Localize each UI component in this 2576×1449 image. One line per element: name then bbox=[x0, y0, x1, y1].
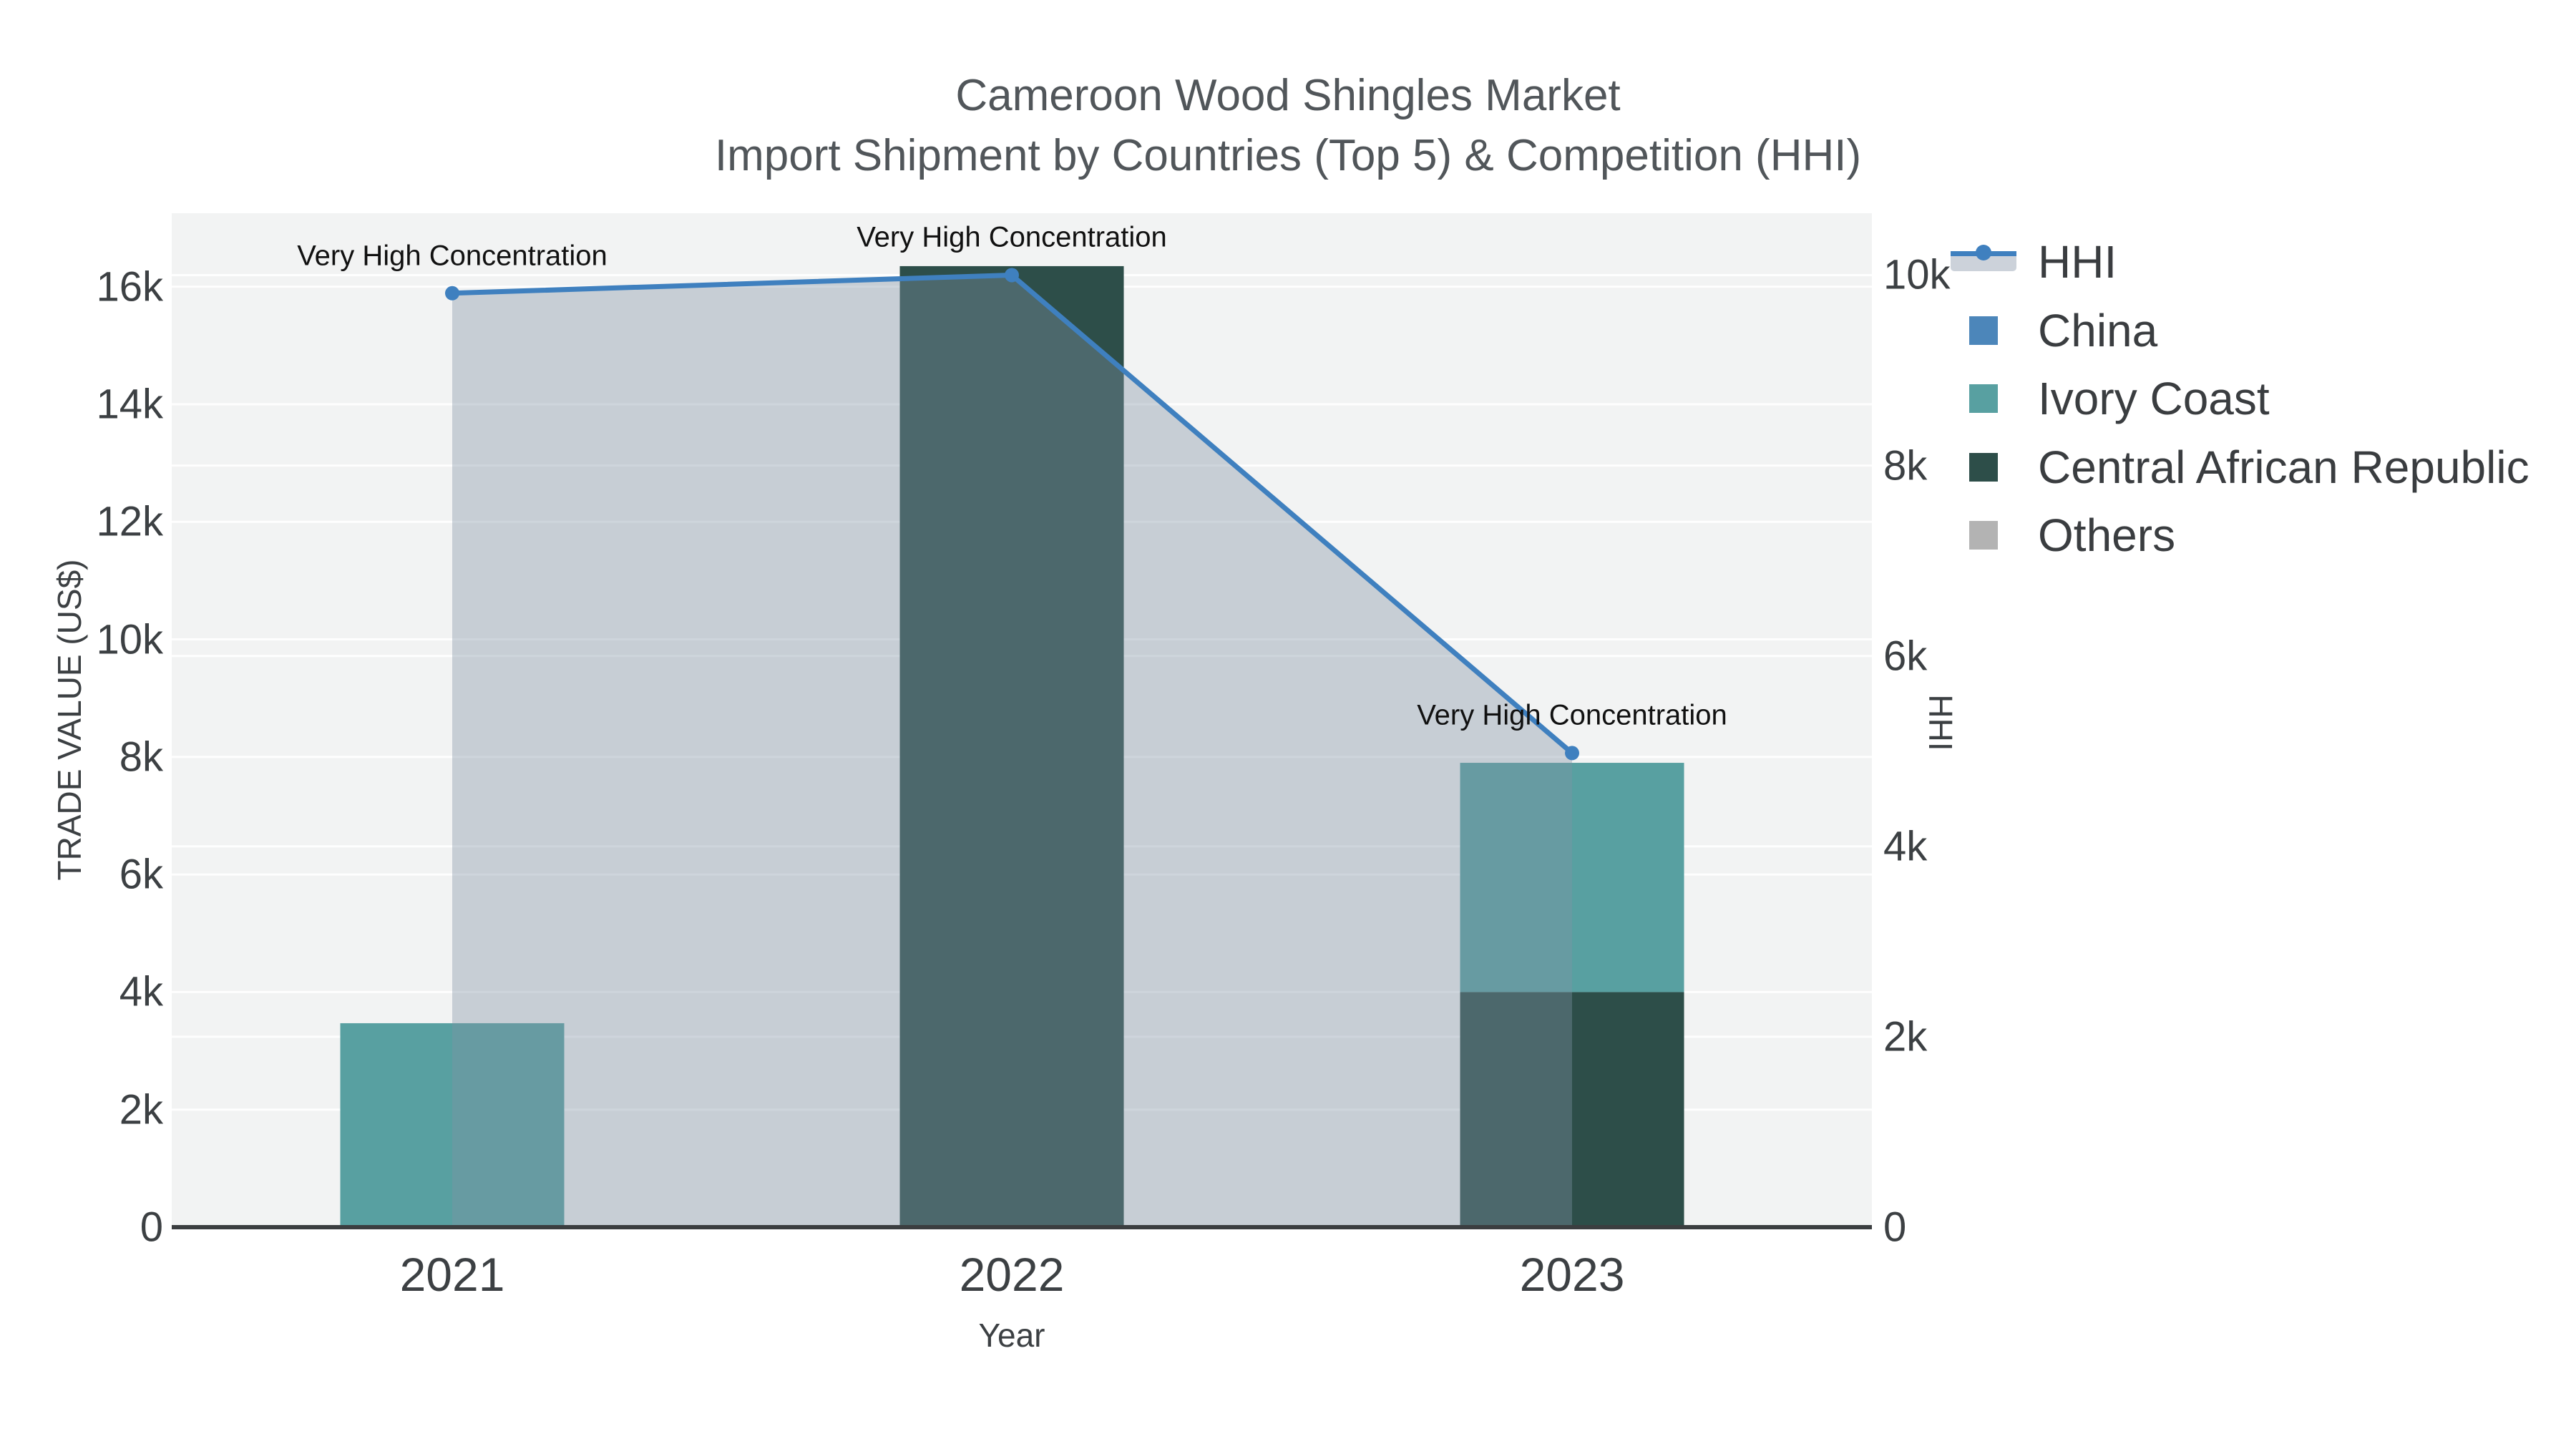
left-tick-14k: 14k bbox=[96, 381, 163, 428]
left-axis-title: TRADE VALUE (US$) bbox=[51, 559, 88, 881]
right-tick-4k: 4k bbox=[1883, 823, 1928, 870]
left-tick-6k: 6k bbox=[119, 851, 163, 898]
left-tick-8k: 8k bbox=[119, 733, 163, 781]
hhi-line-swatch-icon bbox=[1941, 245, 2026, 271]
legend-label: HHI bbox=[2038, 236, 2117, 288]
chart-title-line2: Import Shipment by Countries (Top 5) & C… bbox=[714, 131, 1862, 180]
x-tick-2022: 2022 bbox=[959, 1248, 1065, 1301]
bar-swatch-icon bbox=[1941, 453, 2026, 482]
x-axis-line bbox=[172, 1225, 1872, 1229]
right-tick-2k: 2k bbox=[1883, 1013, 1928, 1060]
right-tick-0: 0 bbox=[1883, 1204, 1907, 1251]
left-tick-4k: 4k bbox=[119, 968, 163, 1015]
left-tick-12k: 12k bbox=[96, 498, 163, 545]
right-tick-10k: 10k bbox=[1883, 251, 1951, 298]
legend-label: Ivory Coast bbox=[2038, 373, 2270, 424]
hhi-marker-2021 bbox=[445, 286, 459, 301]
annotation-2023: Very High Concentration bbox=[1417, 699, 1727, 731]
right-axis-title: HHI bbox=[1922, 694, 1959, 751]
bar-central-african-republic-2023 bbox=[1460, 992, 1684, 1227]
right-tick-8k: 8k bbox=[1883, 442, 1928, 489]
chart-title-line1: Cameroon Wood Shingles Market bbox=[955, 71, 1621, 120]
left-tick-16k: 16k bbox=[96, 263, 163, 311]
left-tick-2k: 2k bbox=[119, 1086, 163, 1133]
legend-item-central-african-republic[interactable]: Central African Republic bbox=[1941, 441, 2556, 493]
legend-item-hhi[interactable]: HHI bbox=[1941, 236, 2556, 288]
legend-color-swatch bbox=[1969, 453, 1998, 482]
legend-color-swatch bbox=[1969, 316, 1998, 345]
right-tick-6k: 6k bbox=[1883, 633, 1928, 680]
bar-ivory-coast-2023 bbox=[1460, 763, 1684, 992]
left-tick-10k: 10k bbox=[96, 616, 163, 663]
bar-swatch-icon bbox=[1941, 521, 2026, 550]
legend-color-swatch bbox=[1969, 521, 1998, 550]
legend-color-swatch bbox=[1969, 384, 1998, 413]
legend-item-china[interactable]: China bbox=[1941, 305, 2556, 356]
left-tick-0: 0 bbox=[140, 1204, 163, 1251]
legend-label: China bbox=[2038, 305, 2158, 356]
hhi-marker-2023 bbox=[1565, 746, 1579, 761]
annotation-2021: Very High Concentration bbox=[297, 240, 608, 272]
x-tick-2021: 2021 bbox=[399, 1248, 505, 1301]
annotation-2022: Very High Concentration bbox=[857, 221, 1167, 253]
legend-label: Others bbox=[2038, 509, 2176, 561]
bar-ivory-coast-2021 bbox=[340, 1023, 565, 1227]
hhi-area-fill bbox=[452, 275, 1572, 1227]
x-tick-2023: 2023 bbox=[1519, 1248, 1625, 1301]
x-axis-title: Year bbox=[978, 1317, 1045, 1354]
bar-swatch-icon bbox=[1941, 316, 2026, 345]
legend-label: Central African Republic bbox=[2038, 441, 2529, 493]
hhi-legend-sample bbox=[1976, 245, 1991, 260]
hhi-marker-2022 bbox=[1005, 268, 1019, 283]
legend-item-others[interactable]: Others bbox=[1941, 509, 2556, 561]
legend-item-ivory-coast[interactable]: Ivory Coast bbox=[1941, 373, 2556, 424]
hhi-legend-sample bbox=[1951, 245, 2016, 271]
bar-central-african-republic-2022 bbox=[899, 265, 1124, 1227]
chart-title: Cameroon Wood Shingles Market Import Shi… bbox=[0, 66, 2576, 186]
bar-swatch-icon bbox=[1941, 384, 2026, 413]
